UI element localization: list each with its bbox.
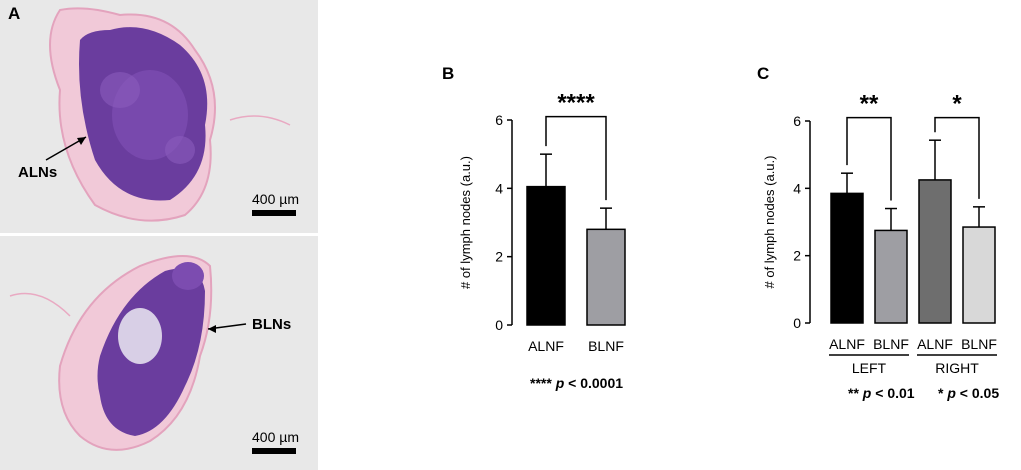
x-tick-label: ALNF <box>528 338 564 354</box>
scale-text-bottom: 400 µm <box>252 429 299 445</box>
y-tick-label: 2 <box>495 249 503 265</box>
micrograph-alns: A ALNs 400 µm <box>0 0 318 233</box>
footnote-b-value: < 0.0001 <box>564 375 624 391</box>
bar <box>830 192 864 324</box>
bar <box>586 228 626 326</box>
x-tick-label: ALNF <box>917 336 953 352</box>
bar <box>874 229 908 324</box>
bar <box>526 185 566 326</box>
blns-label: BLNs <box>252 316 292 333</box>
y-tick-label: 6 <box>495 112 503 128</box>
footnote-b-p: p <box>555 375 565 391</box>
alns-label: ALNs <box>18 164 58 181</box>
y-tick-label: 6 <box>793 113 801 129</box>
significance-label: **** <box>557 90 595 117</box>
footnote-c-right: * p < 0.05 <box>938 385 999 401</box>
y-tick-label: 0 <box>793 315 801 331</box>
y-tick-label: 4 <box>793 180 801 196</box>
footnote-c-right-stars: * <box>938 385 944 401</box>
footnote-c-left-stars: ** <box>848 385 859 401</box>
y-tick-label: 2 <box>793 248 801 264</box>
x-tick-label: BLNF <box>961 336 997 352</box>
x-tick-label: ALNF <box>829 336 865 352</box>
significance-bracket <box>545 115 607 201</box>
significance-bracket <box>934 116 980 199</box>
y-axis-label: # of lymph nodes (a.u.) <box>458 156 473 289</box>
y-tick-label: 0 <box>495 317 503 333</box>
footnote-c-right-p: p <box>947 385 956 401</box>
scale-bar-top <box>252 210 296 216</box>
footnote-c-left-p: p <box>862 385 872 401</box>
y-tick-label: 4 <box>495 180 503 196</box>
scale-text-top: 400 µm <box>252 191 299 207</box>
footnote-b-stars: **** <box>530 375 552 391</box>
x-tick-label: BLNF <box>588 338 624 354</box>
footnote-b: **** p < 0.0001 <box>530 375 623 391</box>
chart-b: 0 2 4 6 # of lymph nodes (a.u.) ALNF BLNF **** <box>458 90 626 354</box>
micrograph-blns: BLNs 400 µm <box>0 236 318 470</box>
significance-label: * <box>952 91 962 118</box>
footnote-c-left: ** p < 0.01 <box>848 385 915 401</box>
panel-a-letter: A <box>8 4 21 23</box>
blns-tissue-image <box>0 236 318 470</box>
footnote-c-left-value: < 0.01 <box>871 385 915 401</box>
bar <box>918 179 952 324</box>
footnote-c-right-value: < 0.05 <box>955 385 1000 401</box>
y-axis-label: # of lymph nodes (a.u.) <box>762 156 777 289</box>
bar <box>962 226 996 324</box>
group-label: LEFT <box>852 360 887 376</box>
panel-b-letter: B <box>442 64 455 83</box>
alns-tissue-image <box>0 0 318 233</box>
x-tick-label: BLNF <box>873 336 909 352</box>
group-label: RIGHT <box>935 360 979 376</box>
significance-label: ** <box>860 91 879 118</box>
chart-c: 0 2 4 6 # of lymph nodes (a.u.) ALNF BLNF ALNF B… <box>762 91 997 376</box>
panel-c-letter: C <box>757 64 770 83</box>
scale-bar-bottom <box>252 448 296 454</box>
significance-bracket <box>846 116 892 201</box>
